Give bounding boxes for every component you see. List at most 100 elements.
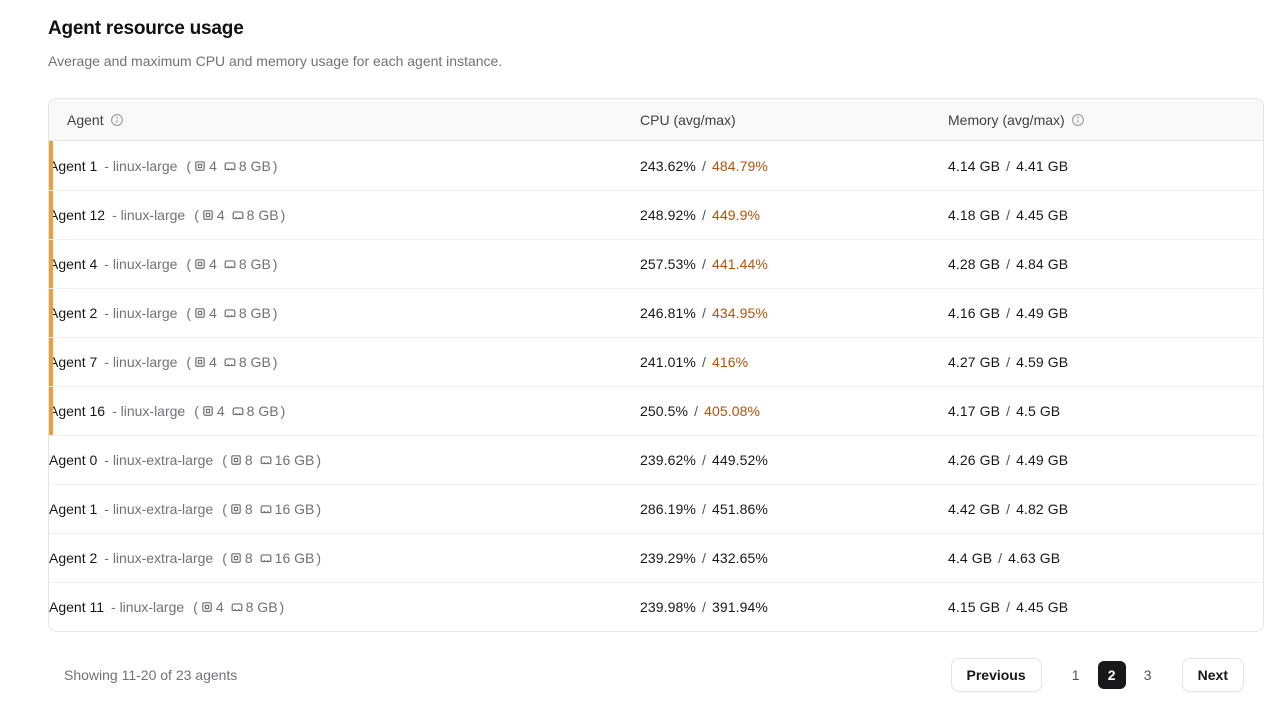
table-row: Agent 11 - linux-large ( 4 8 GB ): [49, 582, 1263, 631]
cpu-usage-cell: 257.53% / 441.44%: [640, 256, 948, 272]
slash-separator: /: [697, 305, 710, 321]
paren-close: ): [316, 452, 322, 468]
page-3-button[interactable]: 3: [1134, 661, 1162, 689]
cpu-usage-cell: 246.81% / 434.95%: [640, 305, 948, 321]
agent-ram: 8 GB: [238, 256, 271, 272]
memory-usage-cell: 4.16 GB / 4.49 GB: [948, 305, 1263, 321]
paren-open: (: [222, 452, 227, 468]
memory-usage-cell: 4.18 GB / 4.45 GB: [948, 207, 1263, 223]
agent-cell: Agent 4 - linux-large ( 4 8 GB ): [49, 256, 640, 272]
cpu-max-value: 434.95%: [711, 305, 768, 321]
agent-size: - linux-large: [112, 403, 186, 419]
agent-ram: 8 GB: [238, 354, 271, 370]
info-icon[interactable]: [1071, 113, 1085, 127]
cpu-max-value: 391.94%: [711, 599, 768, 615]
agent-cell: Agent 11 - linux-large ( 4 8 GB ): [49, 599, 640, 615]
slash-separator: /: [1002, 452, 1015, 468]
memory-avg-value: 4.15 GB: [948, 599, 1001, 615]
page-1-button[interactable]: 1: [1062, 661, 1090, 689]
slash-separator: /: [697, 550, 710, 566]
ram-icon: [231, 603, 243, 612]
agent-cell: Agent 1 - linux-large ( 4 8 GB ): [49, 158, 640, 174]
paren-open: (: [186, 157, 192, 174]
table-row: Agent 4 - linux-large ( 4 8 GB ): [49, 239, 1263, 288]
page-2-button[interactable]: 2: [1097, 661, 1126, 689]
agent-cores: 4: [216, 207, 225, 223]
slash-separator: /: [1002, 207, 1015, 223]
table-row: Agent 2 - linux-extra-large ( 8 16 GB ): [49, 533, 1263, 582]
agent-resources: ( 8 16 GB ): [222, 550, 321, 566]
slash-separator: /: [697, 501, 710, 517]
agent-size: - linux-large: [104, 305, 178, 321]
agent-cores: 4: [215, 599, 224, 615]
cpu-alert-indicator: [49, 240, 53, 288]
agent-resources: ( 4 8 GB ): [186, 256, 277, 272]
next-page-button[interactable]: Next: [1181, 658, 1244, 692]
paren-open: (: [194, 207, 199, 223]
paren-open: (: [222, 501, 227, 517]
cpu-max-value: 405.08%: [704, 403, 761, 419]
agent-ram: 8 GB: [246, 207, 279, 223]
table-row: Agent 12 - linux-large ( 4 8 GB ): [49, 190, 1263, 239]
cpu-chip-icon: [195, 357, 205, 367]
slash-separator: /: [1002, 403, 1015, 419]
slash-separator: /: [697, 207, 710, 223]
agent-cores: 4: [209, 256, 217, 272]
paren-close: ): [272, 354, 278, 370]
agent-size: - linux-large: [104, 256, 178, 272]
agent-resources: ( 4 8 GB ): [194, 207, 285, 223]
memory-avg-value: 4.18 GB: [948, 207, 1001, 223]
cpu-avg-value: 239.29%: [640, 550, 696, 566]
memory-max-value: 4.5 GB: [1016, 403, 1061, 419]
cpu-chip-icon: [203, 406, 213, 416]
paren-open: (: [193, 599, 198, 615]
agent-ram: 8 GB: [238, 305, 271, 321]
slash-separator: /: [1002, 501, 1015, 517]
paren-close: ): [279, 599, 285, 615]
ram-icon: [232, 407, 244, 416]
table-row: Agent 1 - linux-extra-large ( 8 16 GB ): [49, 484, 1263, 533]
agent-name: Agent 0: [49, 452, 98, 468]
agent-name: Agent 1: [49, 501, 98, 517]
memory-max-value: 4.59 GB: [1016, 354, 1069, 370]
agent-size: - linux-large: [111, 599, 185, 615]
slash-separator: /: [1002, 157, 1015, 174]
agent-name: Agent 12: [49, 207, 106, 223]
agent-cell: Agent 2 - linux-large ( 4 8 GB ): [49, 305, 640, 321]
agent-cell: Agent 1 - linux-extra-large ( 8 16 GB ): [49, 501, 640, 517]
agent-cell: Agent 7 - linux-large ( 4 8 GB ): [49, 354, 640, 370]
previous-page-button[interactable]: Previous: [950, 658, 1042, 692]
slash-separator: /: [697, 452, 710, 468]
agent-ram: 8 GB: [246, 403, 279, 419]
cpu-alert-indicator: [49, 141, 53, 190]
agent-resources: ( 4 8 GB ): [194, 403, 285, 419]
paren-close: ): [272, 305, 278, 321]
table-row: Agent 0 - linux-extra-large ( 8 16 GB ): [49, 435, 1263, 484]
memory-usage-cell: 4.42 GB / 4.82 GB: [948, 501, 1263, 517]
slash-separator: /: [1002, 256, 1015, 272]
agent-size: - linux-large: [104, 354, 178, 370]
agent-size: - linux-large: [112, 207, 186, 223]
memory-usage-cell: 4.15 GB / 4.45 GB: [948, 599, 1263, 615]
slash-separator: /: [697, 157, 710, 174]
agent-resources: ( 4 8 GB ): [186, 354, 277, 370]
agent-name: Agent 16: [49, 403, 106, 419]
ram-icon: [260, 456, 272, 465]
table-row: Agent 2 - linux-large ( 4 8 GB ): [49, 288, 1263, 337]
agent-cores: 4: [216, 403, 225, 419]
cpu-chip-icon: [231, 455, 241, 465]
results-summary: Showing 11-20 of 23 agents: [64, 667, 238, 683]
slash-separator: /: [1002, 354, 1015, 370]
cpu-chip-icon: [195, 160, 205, 171]
agent-cell: Agent 2 - linux-extra-large ( 8 16 GB ): [49, 550, 640, 566]
agent-cell: Agent 0 - linux-extra-large ( 8 16 GB ): [49, 452, 640, 468]
cpu-alert-indicator: [49, 338, 53, 386]
ram-icon: [260, 554, 272, 563]
info-icon[interactable]: [110, 113, 124, 127]
paren-close: ): [280, 403, 286, 419]
slash-separator: /: [697, 599, 710, 615]
agent-cores: 8: [244, 550, 253, 566]
cpu-avg-value: 243.62%: [640, 157, 696, 174]
ram-icon: [224, 260, 236, 269]
